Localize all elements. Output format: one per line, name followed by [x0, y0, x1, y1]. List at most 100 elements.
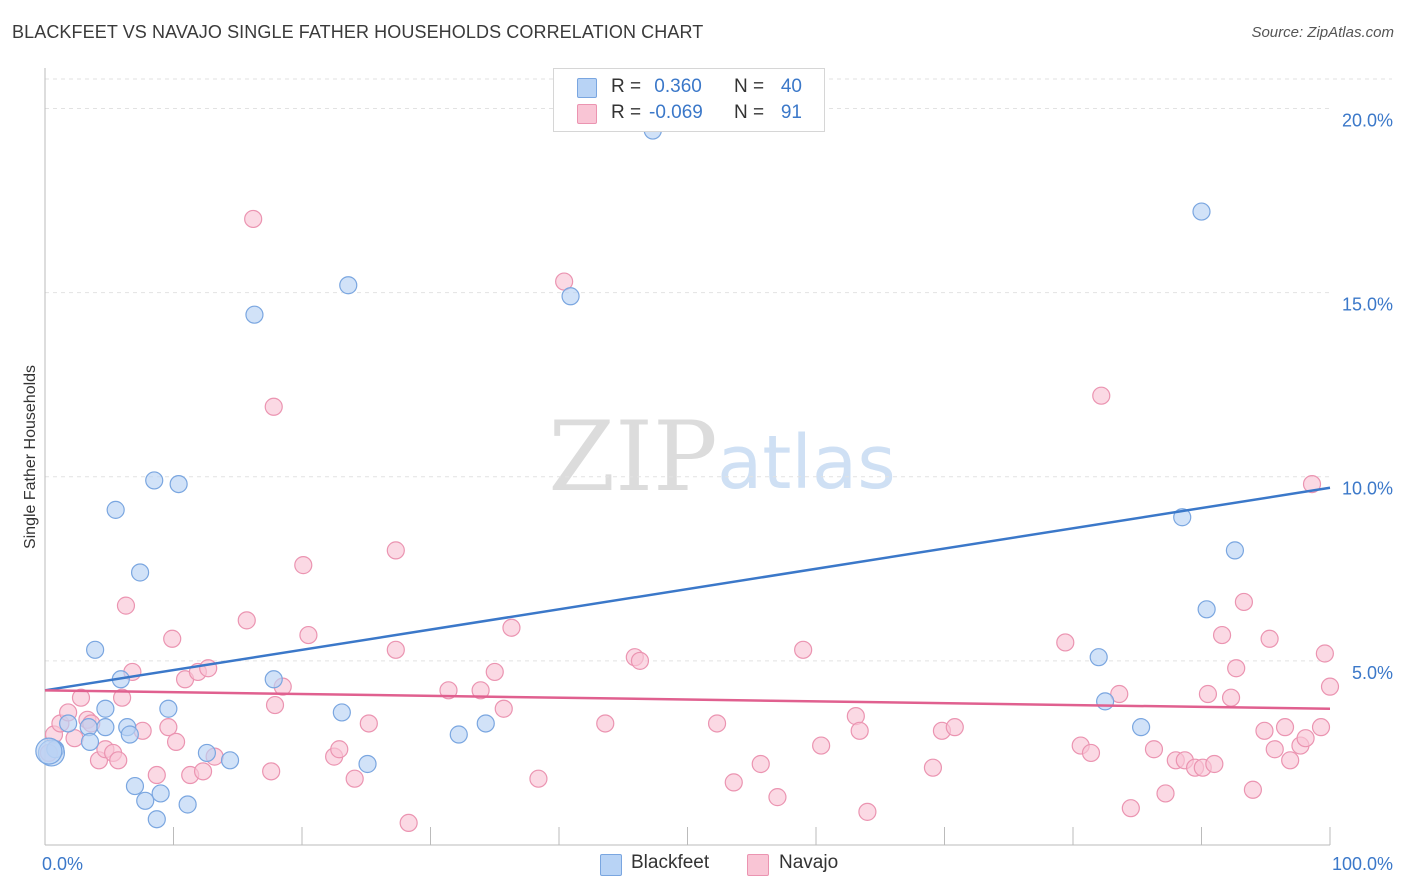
navajo-point [439, 681, 458, 700]
navajo-point [1156, 784, 1175, 803]
navajo-point [850, 721, 869, 740]
legend-n-label: N = [734, 76, 765, 97]
navajo-point [163, 629, 182, 648]
navajo-point [112, 688, 132, 707]
blackfeet-point [125, 776, 145, 796]
legend-swatch-blackfeet [577, 78, 597, 98]
blackfeet-point [169, 474, 188, 494]
blackfeet-point [96, 699, 115, 718]
blackfeet-point [130, 563, 150, 582]
navajo-point [1198, 684, 1218, 704]
legend-label-navajo: Navajo [779, 852, 839, 873]
blackfeet-trend-line [44, 486, 1331, 692]
navajo-point [244, 209, 263, 229]
navajo-point [147, 765, 166, 785]
legend-r-label: R = [611, 102, 642, 123]
navajo-points [39, 209, 1340, 833]
blackfeet-point [245, 305, 264, 324]
navajo-point [193, 762, 213, 781]
watermark: ZIP atlas [548, 401, 895, 513]
navajo-point [294, 556, 313, 575]
navajo-point [345, 769, 364, 788]
navajo-point [1281, 751, 1300, 770]
blackfeet-point [220, 751, 240, 770]
chart-title: BLACKFEET VS NAVAJO SINGLE FATHER HOUSEH… [12, 22, 704, 42]
navajo-point [1265, 740, 1284, 759]
blackfeet-point [476, 714, 495, 733]
legend-r-label: R = [611, 76, 642, 97]
navajo-point [630, 651, 650, 670]
navajo-point [330, 740, 349, 759]
blackfeet-point [106, 500, 125, 519]
legend-n-label: N = [734, 102, 765, 123]
navajo-point [359, 714, 378, 733]
blackfeet-point [1096, 692, 1115, 711]
blackfeet-point [178, 795, 197, 814]
blackfeet-point [197, 743, 217, 763]
navajo-point [471, 681, 490, 700]
y-tick-label: 20.0% [1342, 110, 1393, 130]
navajo-point [109, 751, 128, 770]
blackfeet-point [147, 810, 166, 829]
y-tick-label: 5.0% [1352, 663, 1393, 683]
blackfeet-point [332, 703, 351, 722]
navajo-point [71, 688, 91, 707]
navajo-point [1320, 677, 1340, 696]
navajo-point [923, 758, 943, 777]
navajo-point [1205, 754, 1224, 774]
blackfeet-point [264, 670, 283, 689]
y-tick-labels: 5.0% 10.0% 15.0% 20.0% [1342, 110, 1393, 682]
navajo-point [386, 640, 405, 659]
navajo-point [1296, 729, 1315, 748]
navajo-point [1212, 625, 1232, 645]
navajo-point [1221, 688, 1241, 707]
navajo-point [1302, 474, 1322, 494]
blackfeet-point [86, 640, 105, 659]
navajo-point [1234, 592, 1254, 612]
navajo-point [751, 754, 770, 774]
legend-row-navajo: R = -0.069 N = 91 [554, 100, 824, 126]
x-tick-label: 100.0% [1332, 854, 1393, 874]
axes [44, 68, 1331, 846]
y-tick-label: 15.0% [1342, 295, 1393, 315]
navajo-point [794, 640, 813, 659]
navajo-point [707, 714, 727, 733]
navajo-point [299, 625, 318, 645]
navajo-point [1315, 644, 1334, 663]
legend-r-value: -0.069 [649, 102, 703, 123]
navajo-point [494, 699, 513, 718]
blackfeet-point [136, 791, 155, 810]
blackfeet-point [1197, 600, 1216, 619]
navajo-point [116, 596, 136, 615]
navajo-point [399, 813, 418, 833]
navajo-point [858, 802, 877, 821]
blackfeet-point [339, 276, 358, 295]
navajo-point [1275, 718, 1295, 737]
navajo-point [1260, 629, 1279, 648]
watermark-zip: ZIP [548, 401, 717, 513]
legend-label-blackfeet: Blackfeet [631, 852, 710, 873]
navajo-point [265, 695, 285, 715]
legend-n-value: 40 [780, 76, 802, 97]
series-legend: Blackfeet Navajo [0, 852, 1406, 876]
navajo-point [166, 732, 186, 751]
navajo-trend-line [44, 689, 1331, 710]
x-tick-label: 0.0% [42, 854, 83, 874]
navajo-point [529, 769, 548, 788]
navajo-point [812, 736, 831, 755]
blackfeet-point [449, 725, 468, 744]
navajo-point [1227, 659, 1246, 678]
navajo-point [1121, 799, 1140, 818]
legend-swatch-navajo [747, 854, 769, 876]
blackfeet-point [1192, 202, 1211, 221]
navajo-point [264, 397, 283, 416]
blackfeet-point [120, 725, 139, 744]
blackfeet-point [561, 287, 580, 306]
navajo-point [945, 718, 964, 737]
watermark-atlas: atlas [717, 420, 896, 506]
trend-lines [44, 486, 1331, 710]
navajo-point [1081, 743, 1101, 763]
y-axis-label: Single Father Households [22, 365, 39, 549]
legend-r-value: 0.360 [649, 76, 702, 97]
